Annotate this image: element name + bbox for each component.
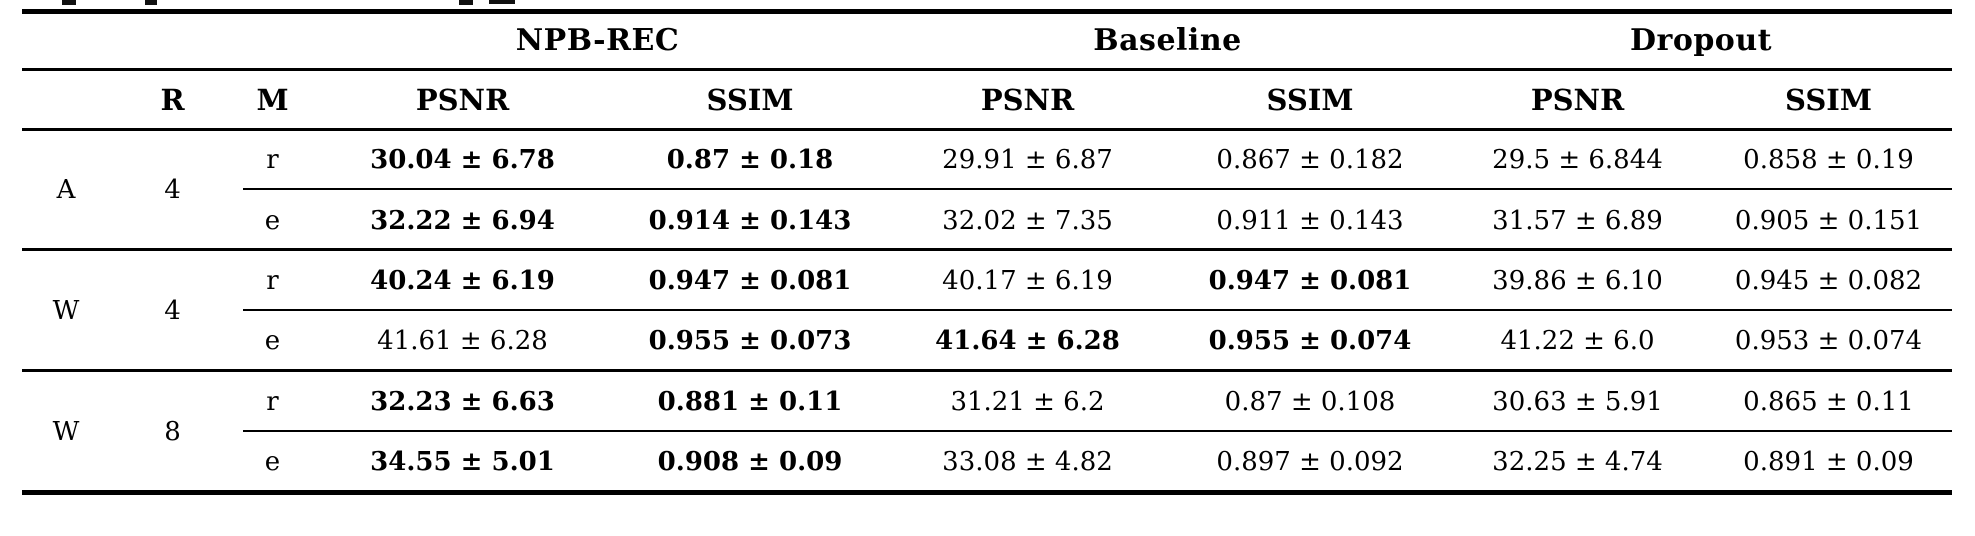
value-w4-e-dropout-ssim: 0.953 ± 0.074 xyxy=(1734,326,1923,357)
region-label-a4: A xyxy=(56,175,76,206)
value-a4-e-dropout-ssim: 0.905 ± 0.151 xyxy=(1734,205,1923,236)
table-rule-bottom xyxy=(22,490,1952,495)
value-a4-r-npb-ssim: 0.87 ± 0.18 xyxy=(666,145,834,176)
value-w4-r-dropout-ssim: 0.945 ± 0.082 xyxy=(1734,265,1923,296)
table-rule-under-group-headers xyxy=(22,68,1952,71)
column-header-ssim-dropout: SSIM xyxy=(1785,83,1872,117)
value-w8-r-dropout-ssim: 0.865 ± 0.11 xyxy=(1743,386,1914,417)
value-w4-r-dropout-psnr: 39.86 ± 6.10 xyxy=(1492,265,1663,296)
value-a4-r-npb-psnr: 30.04 ± 6.78 xyxy=(370,145,555,176)
table-rule-mid-group-a4 xyxy=(243,188,1952,190)
table-rule-under-column-headers xyxy=(22,128,1952,131)
column-header-r: R xyxy=(160,83,185,117)
value-w4-r-npb-psnr: 40.24 ± 6.19 xyxy=(370,265,555,296)
column-header-m: M xyxy=(256,83,289,117)
column-group-dropout: Dropout xyxy=(1630,22,1772,58)
cropped-caption-fragment xyxy=(489,0,515,4)
value-w8-r-dropout-psnr: 30.63 ± 5.91 xyxy=(1492,386,1663,417)
mask-label: r xyxy=(266,145,279,176)
value-w8-e-npb-psnr: 34.55 ± 5.01 xyxy=(370,446,555,477)
table-rule-sep-a4-w4 xyxy=(22,248,1952,251)
mask-label: e xyxy=(264,446,281,477)
value-w8-r-baseline-ssim: 0.87 ± 0.108 xyxy=(1224,386,1396,417)
value-w4-e-baseline-psnr: 41.64 ± 6.28 xyxy=(935,326,1120,357)
value-w4-e-npb-ssim: 0.955 ± 0.073 xyxy=(648,326,852,357)
value-w4-r-npb-ssim: 0.947 ± 0.081 xyxy=(648,265,852,296)
value-w4-e-dropout-psnr: 41.22 ± 6.0 xyxy=(1500,326,1655,357)
value-a4-e-baseline-psnr: 32.02 ± 7.35 xyxy=(942,205,1113,236)
value-a4-e-dropout-psnr: 31.57 ± 6.89 xyxy=(1492,205,1663,236)
mask-label: e xyxy=(264,326,281,357)
column-header-ssim-npb: SSIM xyxy=(706,83,794,117)
column-header-psnr-dropout: PSNR xyxy=(1530,83,1625,117)
value-w8-e-dropout-ssim: 0.891 ± 0.09 xyxy=(1743,446,1914,477)
table-rule-top xyxy=(22,9,1952,14)
region-label-w4: W xyxy=(52,296,80,327)
table-rule-mid-group-w8 xyxy=(243,430,1952,432)
acceleration-value-w4: 4 xyxy=(164,296,181,327)
value-w8-e-dropout-psnr: 32.25 ± 4.74 xyxy=(1492,446,1663,477)
mask-label: r xyxy=(266,386,279,417)
cropped-caption-fragment xyxy=(145,0,157,5)
table-rule-mid-group-w4 xyxy=(243,309,1952,311)
table-rule-sep-w4-w8 xyxy=(22,369,1952,372)
value-a4-r-baseline-ssim: 0.867 ± 0.182 xyxy=(1216,145,1404,176)
column-header-psnr-baseline: PSNR xyxy=(980,83,1075,117)
value-w4-e-npb-psnr: 41.61 ± 6.28 xyxy=(377,326,548,357)
mask-label: e xyxy=(264,205,281,236)
value-a4-e-baseline-ssim: 0.911 ± 0.143 xyxy=(1216,205,1404,236)
column-header-ssim-baseline: SSIM xyxy=(1266,83,1354,117)
value-w8-e-baseline-ssim: 0.897 ± 0.092 xyxy=(1216,446,1404,477)
column-header-psnr-npb: PSNR xyxy=(415,83,510,117)
value-a4-r-dropout-psnr: 29.5 ± 6.844 xyxy=(1492,145,1663,176)
value-w8-r-baseline-psnr: 31.21 ± 6.2 xyxy=(950,386,1105,417)
acceleration-value-a4: 4 xyxy=(164,175,181,206)
cropped-caption-fragment xyxy=(459,0,473,5)
results-table: NPB-REC Baseline Dropout R M PSNR SSIM P… xyxy=(22,10,1952,492)
value-a4-e-npb-psnr: 32.22 ± 6.94 xyxy=(370,205,555,236)
value-w4-e-baseline-ssim: 0.955 ± 0.074 xyxy=(1208,326,1412,357)
column-group-npb-rec: NPB-REC xyxy=(515,22,680,58)
value-a4-e-npb-ssim: 0.914 ± 0.143 xyxy=(648,205,852,236)
acceleration-value-w8: 8 xyxy=(164,416,181,447)
value-w8-e-baseline-psnr: 33.08 ± 4.82 xyxy=(942,446,1113,477)
value-w8-r-npb-ssim: 0.881 ± 0.11 xyxy=(657,386,843,417)
value-a4-r-dropout-ssim: 0.858 ± 0.19 xyxy=(1743,145,1914,176)
value-a4-r-baseline-psnr: 29.91 ± 6.87 xyxy=(942,145,1113,176)
column-group-baseline: Baseline xyxy=(1093,22,1242,58)
cropped-caption-fragment xyxy=(62,0,76,5)
value-w8-e-npb-ssim: 0.908 ± 0.09 xyxy=(657,446,843,477)
value-w4-r-baseline-psnr: 40.17 ± 6.19 xyxy=(942,265,1113,296)
region-label-w8: W xyxy=(52,416,80,447)
mask-label: r xyxy=(266,265,279,296)
value-w8-r-npb-psnr: 32.23 ± 6.63 xyxy=(370,386,555,417)
value-w4-r-baseline-ssim: 0.947 ± 0.081 xyxy=(1208,265,1412,296)
